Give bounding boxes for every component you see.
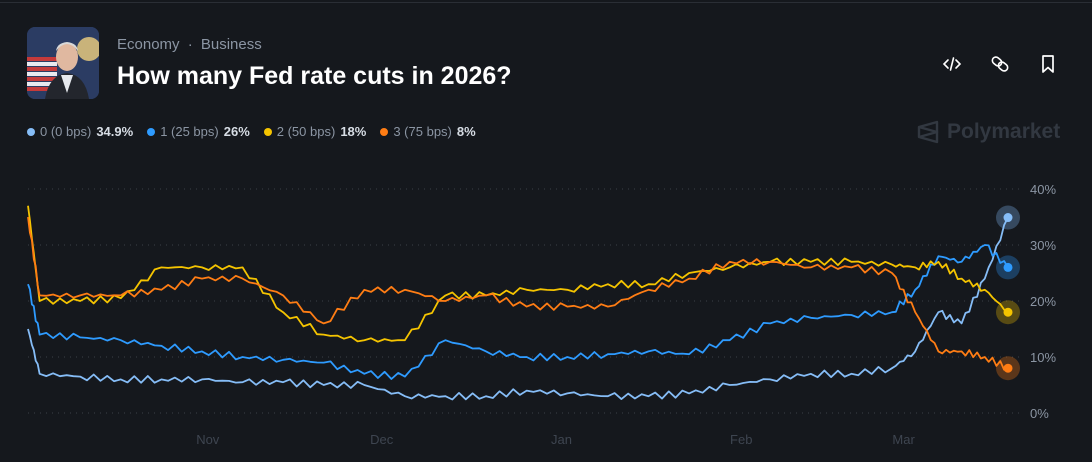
market-image: [27, 27, 99, 99]
embed-code-button[interactable]: [940, 52, 964, 76]
end-point-marker: [1003, 363, 1013, 373]
y-tick-label: 30%: [1030, 238, 1056, 253]
x-tick-label: Jan: [551, 432, 572, 447]
y-tick-label: 0%: [1030, 406, 1049, 421]
series-line-1: [27, 244, 1009, 380]
x-tick-label: Dec: [370, 432, 394, 447]
legend-label: 0 (0 bps): [40, 124, 92, 139]
x-tick-label: Nov: [196, 432, 220, 447]
separator: ·: [187, 36, 193, 53]
legend-dot: [27, 127, 35, 136]
breadcrumb: Economy · Business: [117, 36, 262, 53]
x-tick-label: Mar: [892, 432, 915, 447]
bookmark-icon: [1042, 55, 1054, 73]
header-actions: [940, 52, 1060, 76]
y-tick-label: 10%: [1030, 350, 1056, 365]
series-line-2: [27, 205, 1009, 343]
top-divider: [0, 2, 1092, 3]
category-business[interactable]: Business: [200, 36, 262, 53]
polymarket-logo: Polymarket: [917, 120, 1060, 144]
brand-name: Polymarket: [947, 120, 1061, 143]
copy-link-button[interactable]: [988, 52, 1012, 76]
legend-item-1: 1 (25 bps) 26%: [147, 124, 250, 139]
series-line-3: [27, 216, 1009, 371]
series-line-0: [27, 217, 1009, 401]
legend-dot: [380, 127, 389, 136]
legend-item-3: 3 (75 bps) 8%: [380, 124, 476, 139]
end-point-marker: [1003, 213, 1013, 223]
x-tick-label: Feb: [730, 432, 752, 447]
legend-dot: [263, 127, 272, 136]
y-tick-label: 20%: [1030, 294, 1056, 309]
polymarket-logo-icon: [917, 120, 939, 144]
link-icon: [991, 56, 1009, 72]
legend-label: 2 (50 bps): [276, 124, 336, 139]
embed-code-icon: [942, 57, 962, 71]
legend-value: 34.9%: [96, 124, 134, 139]
page-title: How many Fed rate cuts in 2026?: [117, 62, 512, 90]
legend-item-2: 2 (50 bps) 18%: [263, 124, 367, 139]
legend-dot: [147, 127, 156, 136]
y-tick-label: 40%: [1030, 182, 1056, 197]
legend-label: 3 (75 bps): [393, 124, 452, 139]
legend-value: 8%: [456, 124, 476, 139]
legend-label: 1 (25 bps): [160, 124, 219, 139]
legend-value: 18%: [340, 124, 367, 139]
legend-item-0: 0 (0 bps) 34.9%: [27, 124, 133, 139]
category-economy[interactable]: Economy: [117, 36, 180, 53]
bookmark-button[interactable]: [1036, 52, 1060, 76]
end-point-marker: [1003, 307, 1013, 317]
legend-value: 26%: [223, 124, 250, 139]
chart-legend: 0 (0 bps) 34.9% 1 (25 bps) 26% 2 (50 bps) 1…: [27, 124, 476, 139]
end-point-marker: [1003, 262, 1013, 272]
